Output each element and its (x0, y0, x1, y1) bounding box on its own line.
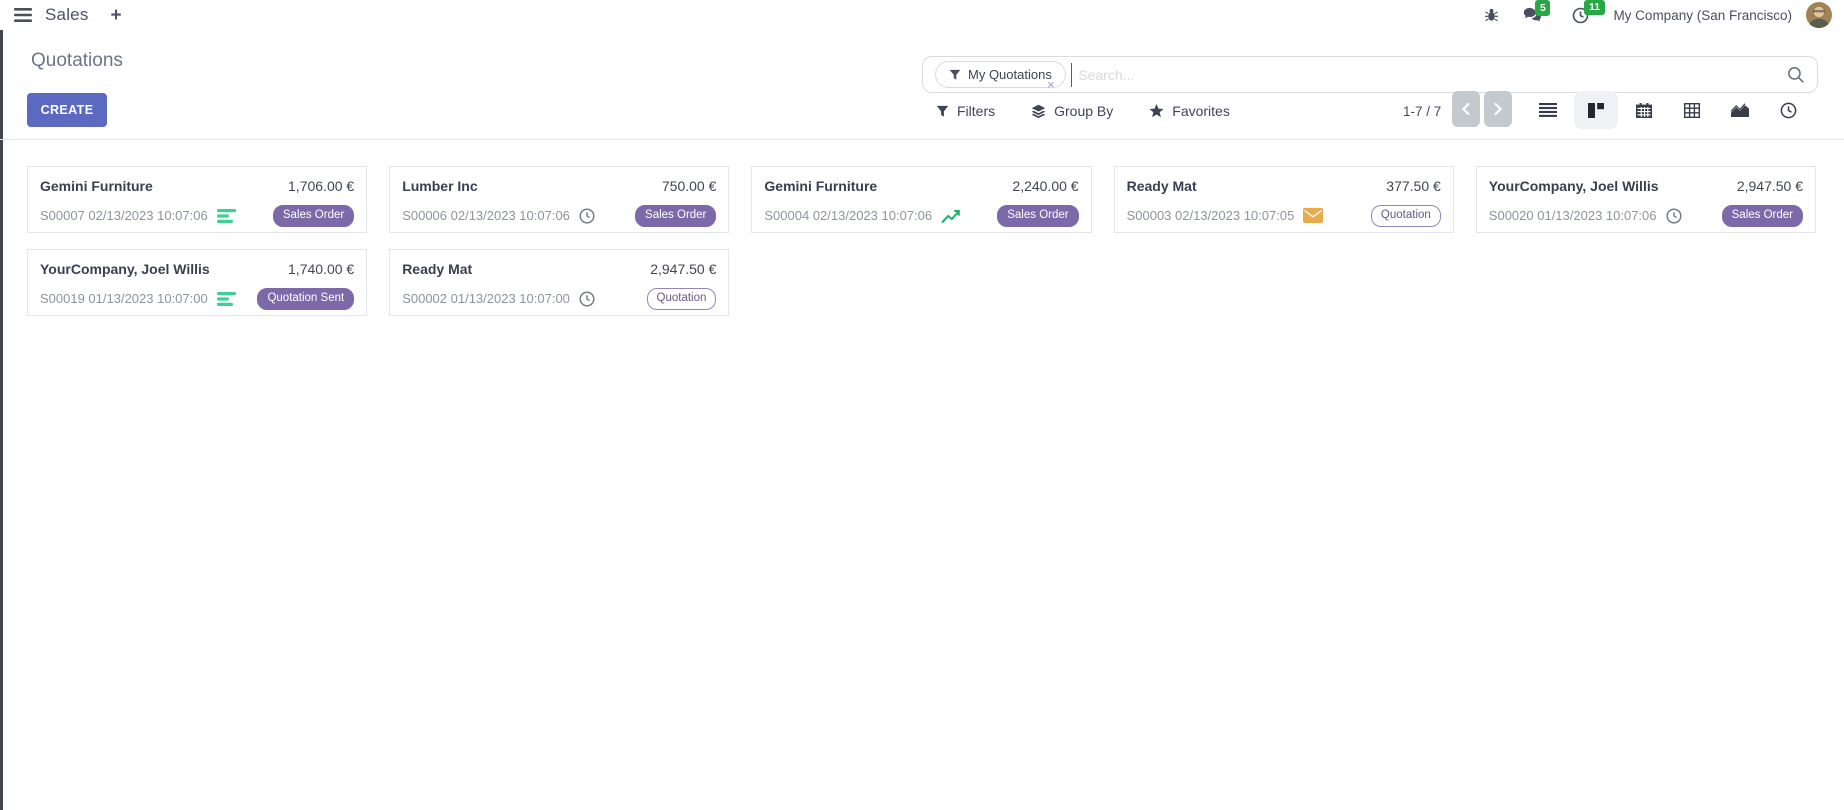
topbar-right-group: 5 11 My Company (San Francisco) (1484, 0, 1832, 28)
status-badge: Sales Order (635, 205, 717, 227)
quotation-reference: S00007 02/13/2023 10:07:06 (40, 208, 208, 224)
activity-envelope-icon[interactable] (1303, 208, 1324, 224)
quotation-reference: S00004 02/13/2023 10:07:06 (764, 208, 933, 224)
search-facet-label: My Quotations (968, 67, 1052, 82)
quotation-card[interactable]: YourCompany, Joel Willis 2,947.50 € S000… (1475, 166, 1816, 233)
quotation-card[interactable]: Lumber Inc 750.00 € S00006 02/13/2023 10… (389, 166, 730, 233)
quotation-reference: S00006 02/13/2023 10:07:06 (402, 208, 570, 224)
group-by-button[interactable]: Group By (1031, 103, 1113, 119)
control-panel-divider (0, 139, 1844, 140)
pager-buttons (1452, 91, 1512, 127)
search-bar[interactable]: My Quotations (922, 56, 1818, 93)
activities-clock-icon[interactable]: 11 (1572, 0, 1605, 24)
filters-button[interactable]: Filters (936, 103, 995, 119)
activity-clock-icon[interactable] (1665, 208, 1682, 224)
pager-previous-button[interactable] (1452, 91, 1480, 127)
search-icon[interactable] (1787, 66, 1805, 84)
view-switcher (1526, 91, 1810, 129)
status-badge: Quotation (646, 288, 717, 310)
layers-icon (1031, 104, 1046, 119)
status-badge: Sales Order (997, 205, 1079, 227)
favorites-button[interactable]: Favorites (1149, 103, 1230, 119)
filters-label: Filters (957, 103, 996, 119)
page-title: Quotations (31, 50, 123, 71)
quotation-amount: 2,947.50 € (650, 261, 717, 277)
customer-name: Gemini Furniture (40, 178, 153, 194)
facet-remove-icon[interactable]: × (1047, 77, 1055, 92)
star-icon (1149, 104, 1164, 118)
customer-name: Gemini Furniture (764, 178, 878, 194)
pager-next-button[interactable] (1484, 91, 1512, 127)
create-button[interactable]: CREATE (27, 93, 107, 127)
quotation-card[interactable]: Gemini Furniture 1,706.00 € S00007 02/13… (27, 166, 368, 233)
favorites-label: Favorites (1172, 103, 1230, 119)
customer-name: YourCompany, Joel Willis (40, 261, 210, 277)
pager-range: 1-7 / 7 (1403, 103, 1442, 119)
activity-view-button[interactable] (1766, 91, 1810, 129)
kanban-grid: Gemini Furniture 1,706.00 € S00007 02/13… (0, 166, 1844, 316)
quotation-amount: 2,947.50 € (1736, 178, 1803, 194)
search-caret (1070, 62, 1073, 87)
quotation-reference: S00020 01/13/2023 10:07:06 (1488, 208, 1657, 224)
kanban-view-button[interactable] (1574, 91, 1618, 129)
messages-count-badge: 5 (1535, 0, 1551, 16)
list-view-button[interactable] (1526, 91, 1570, 129)
debug-bug-icon[interactable] (1484, 7, 1499, 23)
quotation-card[interactable]: YourCompany, Joel Willis 1,740.00 € S000… (27, 249, 368, 316)
quotation-reference: S00019 01/13/2023 10:07:00 (40, 291, 208, 307)
quotation-card[interactable]: Ready Mat 2,947.50 € S00002 01/13/2023 1… (389, 249, 730, 316)
quotation-amount: 750.00 € (661, 178, 717, 194)
activity-clock-icon[interactable] (579, 291, 595, 307)
search-options-row: Filters Group By Favorites (936, 94, 1230, 128)
customer-name: Ready Mat (402, 261, 473, 277)
customer-name: Ready Mat (1126, 178, 1197, 194)
quotation-reference: S00003 02/13/2023 10:07:05 (1126, 208, 1295, 224)
filter-funnel-icon (949, 69, 961, 81)
add-tab-icon[interactable]: + (110, 4, 122, 26)
calendar-view-button[interactable] (1622, 91, 1666, 129)
customer-name: YourCompany, Joel Willis (1488, 178, 1659, 194)
activities-count-badge: 11 (1584, 0, 1605, 16)
activity-done-bars-icon[interactable] (216, 208, 236, 223)
customer-name: Lumber Inc (402, 178, 478, 194)
apps-menu-icon[interactable] (12, 6, 34, 24)
top-navbar: Sales + 5 11 My Company (San Francisco) (0, 0, 1844, 30)
activity-done-bars-icon[interactable] (216, 291, 236, 306)
quotation-card[interactable]: Ready Mat 377.50 € S00003 02/13/2023 10:… (1113, 166, 1454, 233)
graph-view-button[interactable] (1718, 91, 1762, 129)
quotation-amount: 2,240.00 € (1012, 178, 1079, 194)
left-edge-divider (0, 30, 3, 810)
company-switcher[interactable]: My Company (San Francisco) (1613, 7, 1792, 23)
filter-funnel-icon (936, 105, 949, 118)
quotation-amount: 1,740.00 € (288, 261, 355, 277)
user-avatar[interactable] (1806, 2, 1832, 28)
quotation-amount: 377.50 € (1386, 178, 1441, 194)
status-badge: Sales Order (1721, 205, 1803, 227)
activity-line-chart-icon[interactable] (941, 208, 961, 224)
pivot-view-button[interactable] (1670, 91, 1714, 129)
status-badge: Sales Order (272, 205, 355, 227)
activity-clock-icon[interactable] (579, 208, 595, 224)
group-by-label: Group By (1054, 103, 1114, 119)
search-facet-my-quotations[interactable]: My Quotations (935, 61, 1066, 88)
app-name-menu[interactable]: Sales (45, 5, 89, 24)
status-badge: Quotation (1370, 205, 1441, 227)
status-badge: Quotation Sent (257, 288, 355, 310)
messages-icon[interactable]: 5 (1523, 0, 1551, 23)
quotation-card[interactable]: Gemini Furniture 2,240.00 € S00004 02/13… (751, 166, 1092, 233)
quotation-amount: 1,706.00 € (288, 178, 355, 194)
quotation-reference: S00002 01/13/2023 10:07:00 (402, 291, 570, 307)
search-input[interactable] (1072, 66, 1787, 83)
